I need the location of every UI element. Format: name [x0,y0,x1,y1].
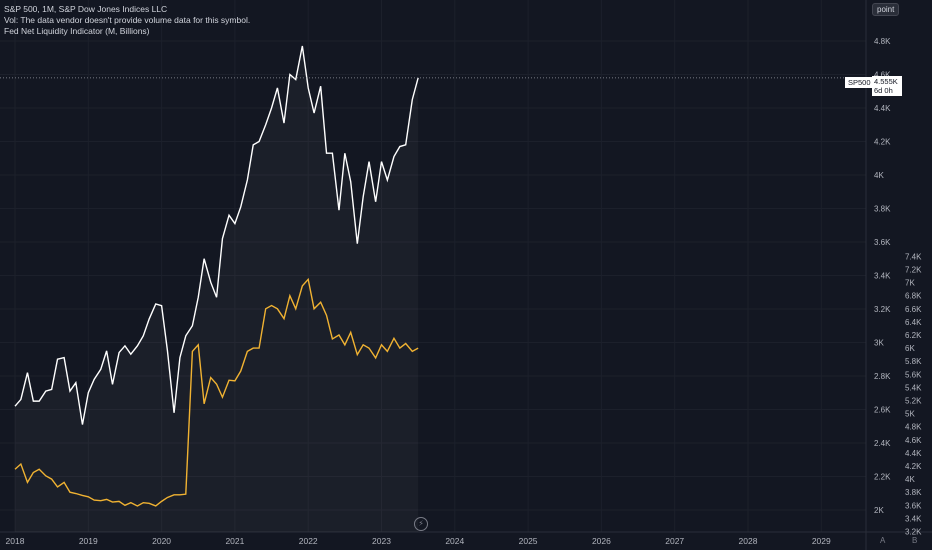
x-axis-tick-label: 2020 [152,536,171,546]
x-axis-tick-label: 2021 [225,536,244,546]
inner-axis-tick-label: 2.4K [874,439,891,448]
inner-axis-tick-label: 4.2K [874,138,891,147]
outer-axis-tick-label: 7K [905,279,915,288]
outer-axis-tick-label: 4K [905,475,915,484]
outer-axis-tick-label: 4.2K [905,462,922,471]
outer-axis-tick-label: 7.2K [905,266,922,275]
inner-axis-tick-label: 4.6K [874,71,891,80]
outer-axis-tick-label: 3.6K [905,501,922,510]
x-axis-tick-label: 2028 [739,536,758,546]
x-axis-tick-label: 2026 [592,536,611,546]
legend-indicator-line: Fed Net Liquidity Indicator (M, Billions… [4,26,150,36]
outer-axis-tick-label: 3.2K [905,528,922,537]
inner-axis-tick-label: 3.8K [874,205,891,214]
scale-point-button[interactable]: point [872,3,900,16]
inner-axis-tick-label: 2.6K [874,406,891,415]
legend-symbol-line: S&P 500, 1M, S&P Dow Jones Indices LLC [4,4,168,14]
x-axis-tick-label: 2022 [299,536,318,546]
x-axis-tick-label: 2024 [445,536,464,546]
flash-icon[interactable]: ⚡ [414,517,428,531]
inner-axis-tick-label: 3.4K [874,272,891,281]
inner-axis-tick-label: 3.2K [874,305,891,314]
x-axis: 2018 2019 2020 2021 2022 2023 2024 2025 2026 2027… [6,536,831,546]
outer-axis-tick-label: 4.8K [905,423,922,432]
outer-axis-tick-label: 6.4K [905,318,922,327]
x-axis-tick-label: 2027 [665,536,684,546]
price-tag-symbol: SP500 [845,77,874,88]
x-axis-tick-label: 2023 [372,536,391,546]
outer-axis-tick-label: 6.8K [905,292,922,301]
outer-axis-tick-label: 7.4K [905,252,922,261]
price-tag-price: 4.555K [874,77,898,86]
inner-axis-tick-label: 3.6K [874,238,891,247]
liquidity-line [14,277,419,507]
inner-y-axis: 2K 2.2K 2.4K 2.6K 2.8K 3K 3.2K 3.4K 3.6K 3.8K 4K 4.… [874,37,891,515]
inner-axis-tick-label: 2K [874,506,884,515]
outer-axis-tick-label: 5.8K [905,357,922,366]
outer-axis-tick-label: 6K [905,344,915,353]
outer-axis-tick-label: 5K [905,410,915,419]
x-axis-tick-label: 2019 [79,536,98,546]
inner-axis-tick-label: 4.8K [874,37,891,46]
x-axis-tick-label: 2025 [519,536,538,546]
sp500-line [14,45,419,425]
inner-axis-tick-label: 2.2K [874,473,891,482]
outer-axis-tick-label: 4.4K [905,449,922,458]
inner-axis-tick-label: 4K [874,171,884,180]
log-scale-button[interactable]: B [912,536,918,545]
outer-axis-tick-label: 5.4K [905,383,922,392]
chart-legend: S&P 500, 1M, S&P Dow Jones Indices LLC V… [4,4,250,37]
auto-scale-button[interactable]: A [880,536,886,545]
x-axis-tick-label: 2029 [812,536,831,546]
outer-axis-tick-label: 5.2K [905,397,922,406]
x-axis-tick-label: 2018 [6,536,25,546]
inner-axis-tick-label: 3K [874,339,884,348]
outer-y-axis: 3.2K 3.4K 3.6K 3.8K 4K 4.2K 4.4K 4.6K 4.8K 5K 5.2K… [905,252,922,536]
outer-axis-tick-label: 4.6K [905,436,922,445]
price-tag-value: 4.555K 6d 0h [872,76,902,96]
legend-volume-note: Vol: The data vendor doesn't provide vol… [4,15,251,25]
outer-axis-tick-label: 5.6K [905,370,922,379]
outer-axis-tick-label: 6.6K [905,305,922,314]
inner-axis-tick-label: 4.4K [874,104,891,113]
outer-axis-tick-label: 3.8K [905,488,922,497]
outer-axis-tick-label: 3.4K [905,514,922,523]
price-tag-countdown: 6d 0h [874,86,893,95]
outer-axis-tick-label: 6.2K [905,331,922,340]
inner-axis-tick-label: 2.8K [874,372,891,381]
